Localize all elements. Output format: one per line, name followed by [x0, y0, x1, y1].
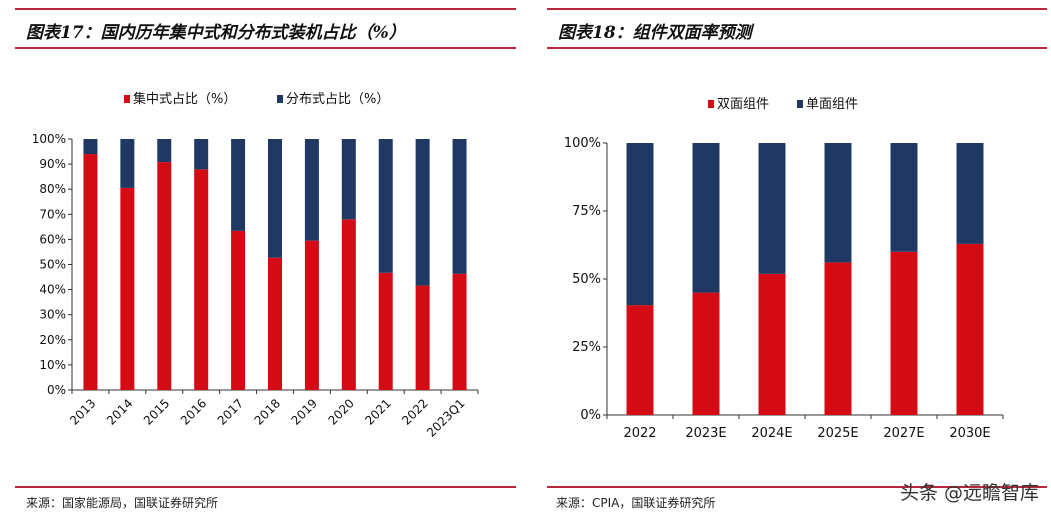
y-tick-label: 50% — [572, 272, 601, 287]
y-tick-label: 20% — [39, 333, 66, 347]
x-tick-label: 2020 — [325, 396, 356, 427]
x-tick-label: 2025E — [817, 426, 858, 441]
bar-2017-secondary — [231, 139, 246, 231]
x-tick-label: 2021 — [362, 396, 393, 427]
y-tick-label: 25% — [572, 340, 601, 355]
bar-2030E-primary — [956, 243, 984, 415]
bar-2030E-secondary — [956, 143, 984, 244]
bar-2021-secondary — [378, 139, 393, 273]
right-footer-rule — [547, 486, 1047, 488]
bar-2022-primary — [626, 305, 654, 415]
y-tick-label: 75% — [572, 204, 601, 219]
legend-swatch — [124, 95, 130, 103]
bar-2024E-secondary — [758, 143, 786, 274]
y-tick-label: 90% — [39, 157, 66, 171]
right-title-rule — [547, 47, 1047, 49]
bar-2014-primary — [120, 187, 135, 390]
bar-2018-secondary — [268, 139, 282, 258]
bar-2014-secondary — [120, 139, 135, 188]
y-tick-label: 60% — [39, 232, 66, 246]
y-tick-label: 40% — [39, 283, 66, 297]
y-tick-label: 100% — [564, 136, 601, 151]
x-tick-label: 2014 — [104, 396, 135, 427]
bar-2023E-primary — [692, 292, 720, 415]
y-tick-label: 70% — [39, 207, 66, 221]
left-chart-title: 图表17：国内历年集中式和分布式装机占比（%） — [26, 23, 406, 43]
bar-2024E-primary — [758, 273, 786, 415]
legend-label: 集中式占比（%） — [133, 91, 236, 107]
y-tick-label: 50% — [39, 258, 66, 272]
bar-2023Q1-primary — [452, 273, 467, 390]
x-tick-label: 2019 — [289, 396, 320, 427]
bar-2016-primary — [194, 169, 209, 390]
bar-2018-primary — [268, 257, 282, 390]
right-chart-title: 图表18：组件双面率预测 — [558, 23, 752, 43]
y-tick-label: 100% — [32, 132, 66, 146]
bar-2022-primary — [415, 285, 430, 390]
x-tick-label: 2023E — [685, 426, 726, 441]
bar-2013-primary — [83, 154, 98, 390]
bar-2015-secondary — [157, 139, 172, 163]
watermark: 头条 @远瞻智库 — [899, 482, 1039, 504]
bar-2027E-primary — [890, 251, 918, 415]
right-source: 来源：CPIA，国联证券研究所 — [556, 496, 716, 510]
x-tick-label: 2015 — [141, 396, 172, 427]
legend-label: 分布式占比（%） — [286, 92, 389, 107]
bar-2027E-secondary — [890, 143, 918, 252]
bar-2022-secondary — [415, 139, 430, 286]
bar-2016-secondary — [194, 139, 209, 170]
legend-label: 单面组件 — [806, 97, 858, 112]
bar-2020-primary — [341, 219, 356, 390]
bar-2019-primary — [304, 240, 319, 390]
bar-2025E-primary — [824, 262, 852, 415]
y-tick-label: 10% — [39, 358, 66, 372]
bar-2023E-secondary — [692, 143, 720, 293]
bar-2019-secondary — [304, 139, 319, 241]
bar-2013-secondary — [83, 139, 98, 155]
legend-swatch — [797, 100, 803, 108]
y-tick-label: 80% — [39, 182, 66, 196]
bar-2020-secondary — [341, 139, 356, 220]
left-footer-rule — [15, 486, 516, 488]
x-tick-label: 2022 — [623, 426, 656, 441]
bar-2023Q1-secondary — [452, 139, 467, 274]
bar-2017-primary — [231, 230, 246, 390]
x-tick-label: 2030E — [949, 426, 990, 441]
x-tick-label: 2023Q1 — [424, 396, 468, 440]
bar-2015-primary — [157, 162, 172, 390]
x-tick-label: 2027E — [883, 426, 924, 441]
legend-label: 双面组件 — [717, 97, 769, 112]
bar-2021-primary — [378, 272, 393, 390]
right-top-rule — [547, 8, 1047, 10]
left-title-rule — [15, 47, 516, 49]
x-tick-label: 2018 — [252, 396, 283, 427]
legend-swatch — [277, 95, 283, 103]
y-tick-label: 0% — [580, 408, 601, 423]
x-tick-label: 2017 — [215, 396, 246, 427]
x-tick-label: 2016 — [178, 396, 209, 427]
legend-swatch — [708, 100, 714, 108]
left-source: 来源：国家能源局，国联证券研究所 — [26, 496, 219, 510]
bar-2025E-secondary — [824, 143, 852, 263]
y-tick-label: 0% — [47, 383, 66, 397]
x-tick-label: 2013 — [67, 396, 98, 427]
bar-2022-secondary — [626, 143, 654, 306]
left-top-rule — [15, 8, 516, 10]
x-tick-label: 2024E — [751, 426, 792, 441]
y-tick-label: 30% — [39, 308, 66, 322]
x-tick-label: 2022 — [399, 396, 430, 427]
